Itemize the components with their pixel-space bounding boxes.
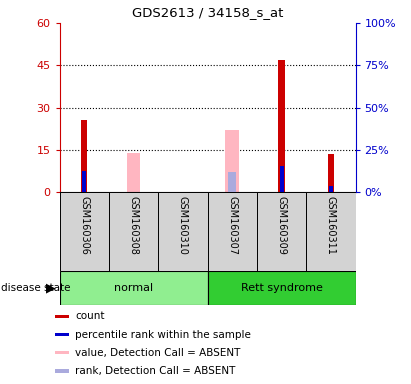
Text: GSM160308: GSM160308 (129, 196, 139, 255)
Text: disease state: disease state (1, 283, 70, 293)
Bar (127, 152, 141, 192)
Bar (82, 171, 86, 192)
Text: ▶: ▶ (46, 281, 55, 295)
Text: count: count (75, 311, 105, 321)
Bar (55, 333, 69, 336)
Text: GSM160311: GSM160311 (326, 196, 336, 255)
Bar (81, 120, 88, 192)
Bar (208, 271, 356, 305)
Bar (306, 192, 356, 271)
Bar (208, 192, 257, 271)
Text: GSM160310: GSM160310 (178, 196, 188, 255)
Bar (279, 166, 284, 192)
Text: rank, Detection Call = ABSENT: rank, Detection Call = ABSENT (75, 366, 236, 376)
Text: GSM160307: GSM160307 (227, 196, 237, 255)
Bar (229, 172, 236, 192)
Bar (60, 271, 208, 305)
Bar (328, 154, 334, 192)
Text: Rett syndrome: Rett syndrome (240, 283, 323, 293)
Bar (225, 130, 239, 192)
Bar (158, 192, 208, 271)
Text: normal: normal (114, 283, 153, 293)
Bar (329, 186, 333, 192)
Title: GDS2613 / 34158_s_at: GDS2613 / 34158_s_at (132, 6, 283, 19)
Bar (257, 192, 306, 271)
Bar (109, 192, 158, 271)
Bar (60, 192, 109, 271)
Text: GSM160306: GSM160306 (79, 196, 89, 255)
Text: value, Detection Call = ABSENT: value, Detection Call = ABSENT (75, 348, 241, 358)
Text: percentile rank within the sample: percentile rank within the sample (75, 329, 251, 339)
Bar (55, 369, 69, 373)
Text: GSM160309: GSM160309 (277, 196, 286, 255)
Bar (278, 60, 285, 192)
Bar (55, 314, 69, 318)
Bar (55, 351, 69, 354)
